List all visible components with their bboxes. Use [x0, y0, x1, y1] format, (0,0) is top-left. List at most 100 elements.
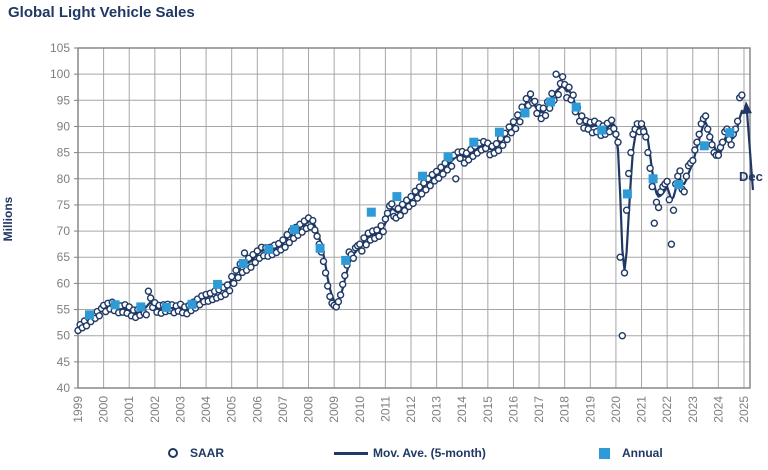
saar-point [388, 200, 396, 208]
saar-point [394, 204, 402, 213]
saar-point [422, 186, 430, 194]
dec-arrow-head [741, 101, 752, 115]
x-tick-label: 2001 [122, 396, 136, 423]
saar-point [251, 258, 259, 267]
saar-point [313, 232, 321, 241]
saar-point [398, 200, 407, 209]
saar-point [311, 226, 319, 234]
saar-point [693, 138, 701, 146]
legend-item-mov-ave: Mov. Ave. (5-month) [334, 443, 486, 463]
saar-point [234, 273, 242, 282]
saar-point [396, 211, 404, 220]
annual-point [699, 141, 709, 151]
annual-point [289, 225, 299, 234]
y-tick-label: 40 [57, 381, 71, 395]
saar-point [230, 279, 238, 288]
y-tick-label: 70 [57, 224, 71, 238]
saar-point [413, 194, 422, 202]
saar-point [232, 266, 240, 274]
saar-point [714, 151, 723, 159]
square-marker-icon [599, 447, 610, 459]
saar-point [432, 167, 441, 176]
y-tick-label: 85 [57, 146, 71, 160]
annual-point [443, 152, 453, 162]
saar-point [539, 104, 547, 112]
saar-point [439, 170, 447, 178]
saar-point [554, 90, 562, 99]
annual-point [494, 127, 504, 137]
saar-point [665, 195, 673, 204]
saar-point [437, 163, 445, 172]
saar-point [281, 243, 289, 252]
saar-point [612, 130, 620, 139]
y-tick-label: 60 [57, 276, 71, 290]
legend-item-annual: Annual [599, 443, 663, 463]
saar-point [644, 148, 652, 157]
x-tick-label: 2015 [481, 396, 495, 423]
saar-point [225, 287, 234, 295]
saar-point [456, 154, 464, 163]
annual-point [725, 128, 735, 138]
saar-point [701, 112, 710, 120]
saar-point [727, 141, 735, 149]
saar-point [691, 146, 699, 154]
saar-point [435, 174, 443, 182]
saar-point [622, 206, 631, 214]
saar-point [718, 138, 727, 146]
y-tick-label: 95 [57, 93, 71, 107]
saar-point [503, 135, 511, 144]
x-tick-label: 2018 [558, 396, 572, 423]
legend-label-saar: SAAR [190, 446, 225, 460]
x-tick-label: 2025 [737, 396, 751, 423]
x-tick-label: 2008 [302, 396, 316, 423]
saar-point [409, 199, 417, 208]
annual-point [392, 192, 402, 202]
y-tick-label: 65 [57, 250, 71, 264]
saar-point [82, 322, 91, 330]
x-tick-label: 2024 [711, 396, 725, 423]
annual-point [213, 279, 223, 289]
saar-point [616, 253, 624, 261]
line-marker-icon [334, 451, 368, 455]
saar-point [637, 120, 646, 128]
saar-point [516, 118, 524, 126]
x-tick-label: 2011 [378, 396, 392, 422]
annual-point [341, 255, 351, 265]
x-tick-label: 2009 [327, 396, 341, 423]
saar-point [667, 240, 676, 248]
saar-point [650, 219, 658, 227]
saar-point [358, 247, 366, 255]
saar-point [349, 254, 358, 262]
saar-point [648, 182, 656, 191]
saar-point [654, 203, 663, 212]
annual-point [597, 125, 607, 135]
x-tick-label: 2014 [455, 396, 469, 423]
y-tick-label: 100 [50, 67, 70, 81]
saar-point [283, 230, 291, 239]
saar-point [356, 240, 364, 248]
saar-point [669, 206, 678, 214]
annual-point [571, 102, 581, 112]
x-tick-label: 2007 [276, 396, 290, 423]
y-tick-label: 50 [57, 329, 71, 343]
saar-point [375, 232, 383, 241]
y-tick-label: 105 [50, 41, 70, 55]
annual-point [622, 189, 632, 199]
saar-point [614, 138, 622, 146]
saar-point [426, 181, 434, 190]
legend-label-mov-ave: Mov. Ave. (5-month) [373, 446, 486, 460]
saar-point [565, 83, 573, 91]
saar-point [509, 118, 518, 126]
annual-point [674, 180, 684, 189]
legend-label-annual: Annual [622, 446, 663, 460]
saar-point [383, 209, 392, 218]
saar-point [339, 280, 347, 289]
saar-point [279, 236, 287, 244]
saar-point [360, 234, 368, 242]
saar-point [411, 187, 419, 196]
saar-point [362, 240, 370, 249]
dec-arrow [745, 110, 755, 191]
annual-point [366, 207, 376, 217]
saar-point [447, 162, 456, 170]
x-tick-label: 2004 [199, 396, 213, 423]
